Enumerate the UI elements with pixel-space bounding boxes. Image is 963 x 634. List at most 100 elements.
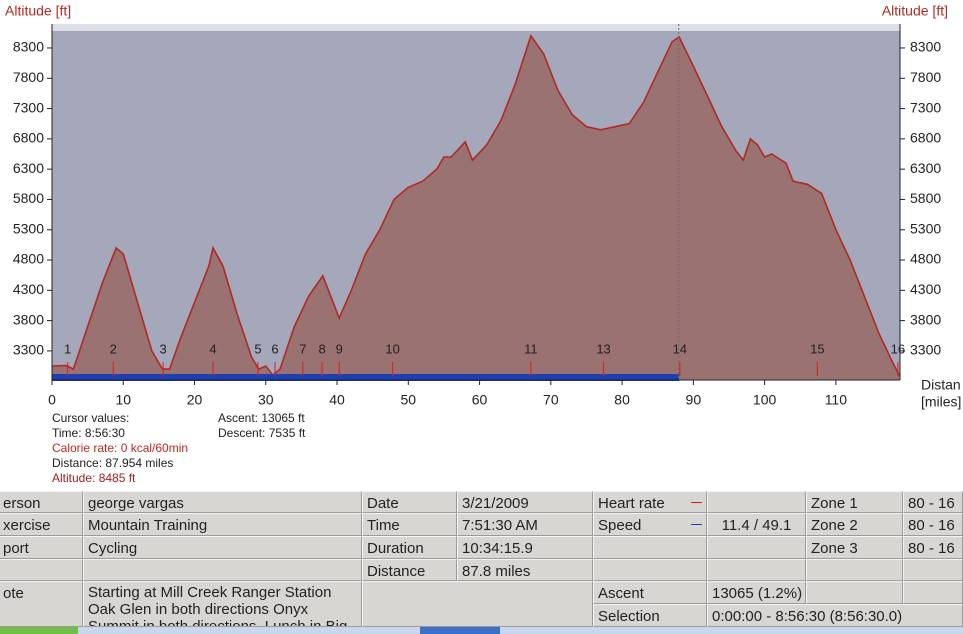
legend-swatch <box>691 502 702 503</box>
table-cell: Starting at Mill Creek Ranger Station Oa… <box>83 581 362 627</box>
y2-tick-label: 6300 <box>910 160 941 176</box>
y-tick-label: 8300 <box>13 39 44 55</box>
table-cell: george vargas <box>83 491 362 513</box>
info-line: Ascent: 13065 ft <box>218 411 305 425</box>
y2-tick-label: 6800 <box>910 130 941 146</box>
y-tick-label: 3300 <box>13 342 44 358</box>
table-cell: 80 - 16 <box>903 491 963 513</box>
table-cell <box>707 559 806 581</box>
y2-tick-label: 8300 <box>910 39 941 55</box>
y2-tick-label: 5800 <box>910 190 941 206</box>
y2-tick-label: 3300 <box>910 342 941 358</box>
info-line: Descent: 7535 ft <box>218 426 306 440</box>
table-cell: 3/21/2009 <box>457 491 593 513</box>
x-tick-label: 50 <box>401 392 417 408</box>
table-cell <box>707 491 806 513</box>
x-tick-label: 80 <box>614 392 630 408</box>
y-tick-label: 7300 <box>13 99 44 115</box>
x-tick-label: 30 <box>258 392 274 408</box>
x-tick-label: 90 <box>686 392 702 408</box>
info-line: Calorie rate: 0 kcal/60min <box>52 441 189 455</box>
y-tick-label: 6300 <box>13 160 44 176</box>
table-cell: 13065 (1.2%) <box>707 581 806 604</box>
table-cell <box>593 559 707 581</box>
table-cell: Date <box>362 491 457 513</box>
y2-tick-label: 4300 <box>910 281 941 297</box>
table-cell: 80 - 16 <box>903 536 963 559</box>
y-tick-label: 4800 <box>13 251 44 267</box>
chart: Altitude [ft] Altitude [ft] Distan [mile… <box>5 3 961 410</box>
table-cell: 7:51:30 AM <box>457 513 593 536</box>
table-cell: Distance <box>362 559 457 581</box>
lap-label: 3 <box>160 341 167 356</box>
table-cell: 0:00:00 - 8:56:30 (8:56:30.0) <box>707 604 963 627</box>
table-cell <box>362 581 593 627</box>
table-cell: 87.8 miles <box>457 559 593 581</box>
legend-swatch <box>691 524 702 525</box>
x-tick-label: 20 <box>187 392 203 408</box>
y-tick-label: 5800 <box>13 190 44 206</box>
lap-label: 7 <box>299 341 306 356</box>
x-tick-label: 100 <box>753 392 777 408</box>
y-tick-label: 3800 <box>13 311 44 327</box>
table-cell: 80 - 16 <box>903 513 963 536</box>
lap-label: 1 <box>64 341 71 356</box>
info-line: Distance: 87.954 miles <box>52 456 174 470</box>
table-cell: Cycling <box>83 536 362 559</box>
table-cell <box>707 536 806 559</box>
table-cell: port <box>0 536 83 559</box>
table-cell: Speed <box>593 513 707 536</box>
table-cell <box>0 559 83 581</box>
table-cell <box>806 559 903 581</box>
info-line: Altitude: 8485 ft <box>52 471 136 485</box>
y-tick-label: 7800 <box>13 69 44 85</box>
lap-label: 8 <box>318 341 325 356</box>
cursor-info: Cursor values: Time: 8:56:30 Calorie rat… <box>52 411 188 486</box>
table-cell: erson <box>0 491 83 513</box>
table-cell: Zone 1 <box>806 491 903 513</box>
table-cell: Time <box>362 513 457 536</box>
x-tick-label: 40 <box>329 392 345 408</box>
table-cell: Ascent <box>593 581 707 604</box>
x-tick-label: 10 <box>115 392 131 408</box>
lap-label: 6 <box>271 341 278 356</box>
y-tick-label: 5300 <box>13 220 44 236</box>
lap-label: 14 <box>673 341 687 356</box>
table-cell: Zone 2 <box>806 513 903 536</box>
status-strip <box>0 627 963 634</box>
table-cell <box>593 536 707 559</box>
x-axis-title: [miles] <box>921 394 961 410</box>
table-cell: 10:34:15.9 <box>457 536 593 559</box>
lap-label: 16 <box>891 341 905 356</box>
table-cell: 11.4 / 49.1 <box>707 513 806 536</box>
table-cell <box>83 559 362 581</box>
table-cell <box>806 581 903 604</box>
x-axis-title: Distan <box>921 377 961 393</box>
lap-label: 9 <box>336 341 343 356</box>
y-tick-label: 6800 <box>13 130 44 146</box>
altitude-line <box>51 34 901 377</box>
info-line: Cursor values: <box>52 411 130 425</box>
altitude-area <box>52 35 900 381</box>
y2-tick-label: 4800 <box>910 251 941 267</box>
table-cell: Mountain Training <box>83 513 362 536</box>
lap-label: 15 <box>810 341 824 356</box>
y2-tick-label: 5300 <box>910 220 941 236</box>
y2-tick-label: 3800 <box>910 311 941 327</box>
y2-tick-label: 7800 <box>910 69 941 85</box>
x-tick-label: 70 <box>543 392 559 408</box>
table-cell: Heart rate <box>593 491 707 513</box>
table-cell: Zone 3 <box>806 536 903 559</box>
table-cell: ote <box>0 581 83 627</box>
y2-axis-title: Altitude [ft] <box>882 3 948 19</box>
x-tick-label: 0 <box>48 392 56 408</box>
lap-label: 13 <box>596 341 610 356</box>
info-line: Time: 8:56:30 <box>52 426 125 440</box>
lap-label: 4 <box>209 341 216 356</box>
table-cell: Duration <box>362 536 457 559</box>
y-axis-title: Altitude [ft] <box>5 3 71 19</box>
lap-label: 5 <box>254 341 261 356</box>
lap-label: 11 <box>524 341 538 356</box>
table-cell <box>903 559 963 581</box>
